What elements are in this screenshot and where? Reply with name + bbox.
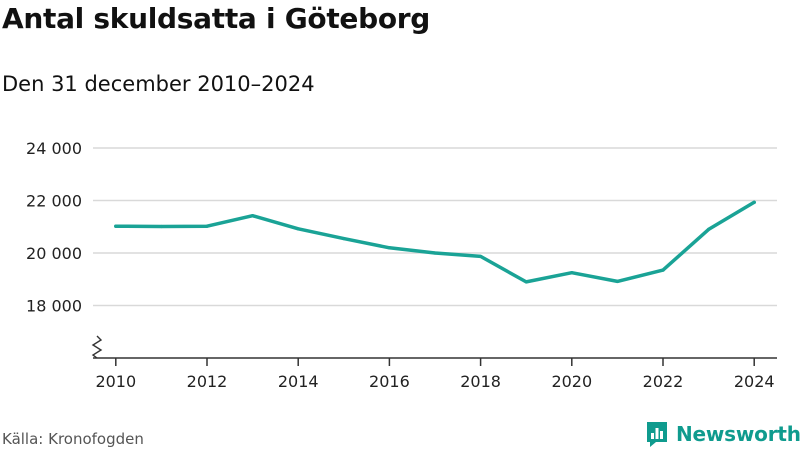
x-tick-label: 2020 bbox=[551, 372, 592, 391]
data-point bbox=[752, 200, 756, 204]
y-tick-label: 20 000 bbox=[26, 244, 82, 263]
data-point bbox=[661, 268, 665, 272]
data-point bbox=[205, 224, 209, 228]
axis-break-icon bbox=[91, 335, 103, 359]
x-tick-label: 2010 bbox=[95, 372, 136, 391]
series-line bbox=[114, 200, 756, 284]
x-tick-label: 2012 bbox=[187, 372, 228, 391]
x-tick-label: 2022 bbox=[643, 372, 684, 391]
data-point bbox=[524, 280, 528, 284]
data-point bbox=[251, 214, 255, 218]
data-point bbox=[479, 254, 483, 259]
x-tick-label: 2024 bbox=[734, 372, 775, 391]
data-point bbox=[615, 279, 620, 283]
data-point bbox=[114, 224, 118, 228]
data-point bbox=[296, 227, 300, 231]
data-point bbox=[707, 227, 711, 231]
data-point bbox=[433, 251, 437, 255]
y-tick-label: 18 000 bbox=[26, 297, 82, 316]
data-point bbox=[387, 246, 391, 250]
data-point bbox=[159, 224, 163, 229]
x-tick-label: 2016 bbox=[369, 372, 410, 391]
newsworthy-logo: Newsworthy bbox=[645, 420, 800, 448]
x-tick-label: 2018 bbox=[460, 372, 501, 391]
newsworthy-logo-text: Newsworthy bbox=[676, 422, 800, 446]
source-note: Källa: Kronofogden bbox=[2, 430, 144, 448]
data-point bbox=[342, 236, 346, 241]
x-tick-label: 2014 bbox=[278, 372, 319, 391]
y-tick-label: 22 000 bbox=[26, 192, 82, 211]
data-point bbox=[570, 271, 574, 275]
newsworthy-logo-icon bbox=[647, 422, 667, 447]
chart-title: Antal skuldsatta i Göteborg bbox=[2, 2, 431, 35]
y-tick-label: 24 000 bbox=[26, 139, 82, 158]
chart-subtitle: Den 31 december 2010–2024 bbox=[2, 72, 315, 96]
